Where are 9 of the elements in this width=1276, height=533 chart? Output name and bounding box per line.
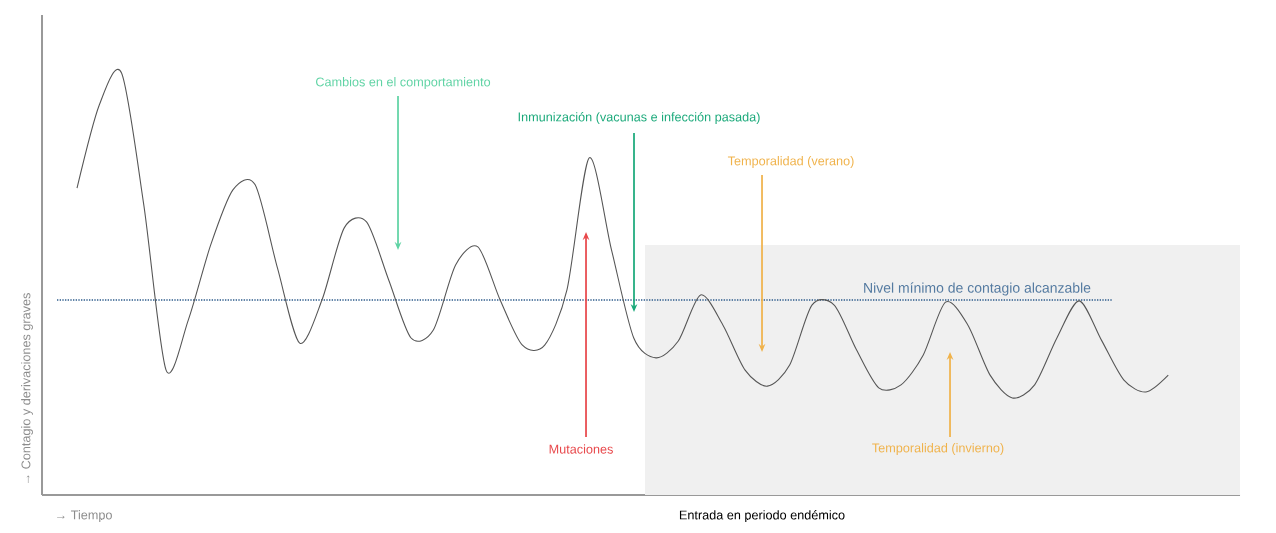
annotation: Temporalidad (verano): [727, 156, 854, 168]
annotation: Inmunización (vacunas e infección pasada): [518, 111, 760, 124]
annotation: Cambios en el comportamiento: [316, 77, 491, 89]
x-axis-title: → Tiempo: [57, 510, 112, 522]
annotation: Temporalidad (invierno): [872, 443, 1004, 455]
text: Entrada en periodo endémico: [679, 510, 845, 522]
annotation: Mutaciones: [549, 444, 613, 454]
ref-line-label: Nivel mínimo de contagio alcanzable: [864, 282, 1091, 296]
y-axis-title: → Contagio y derivaciones graves: [21, 293, 33, 483]
